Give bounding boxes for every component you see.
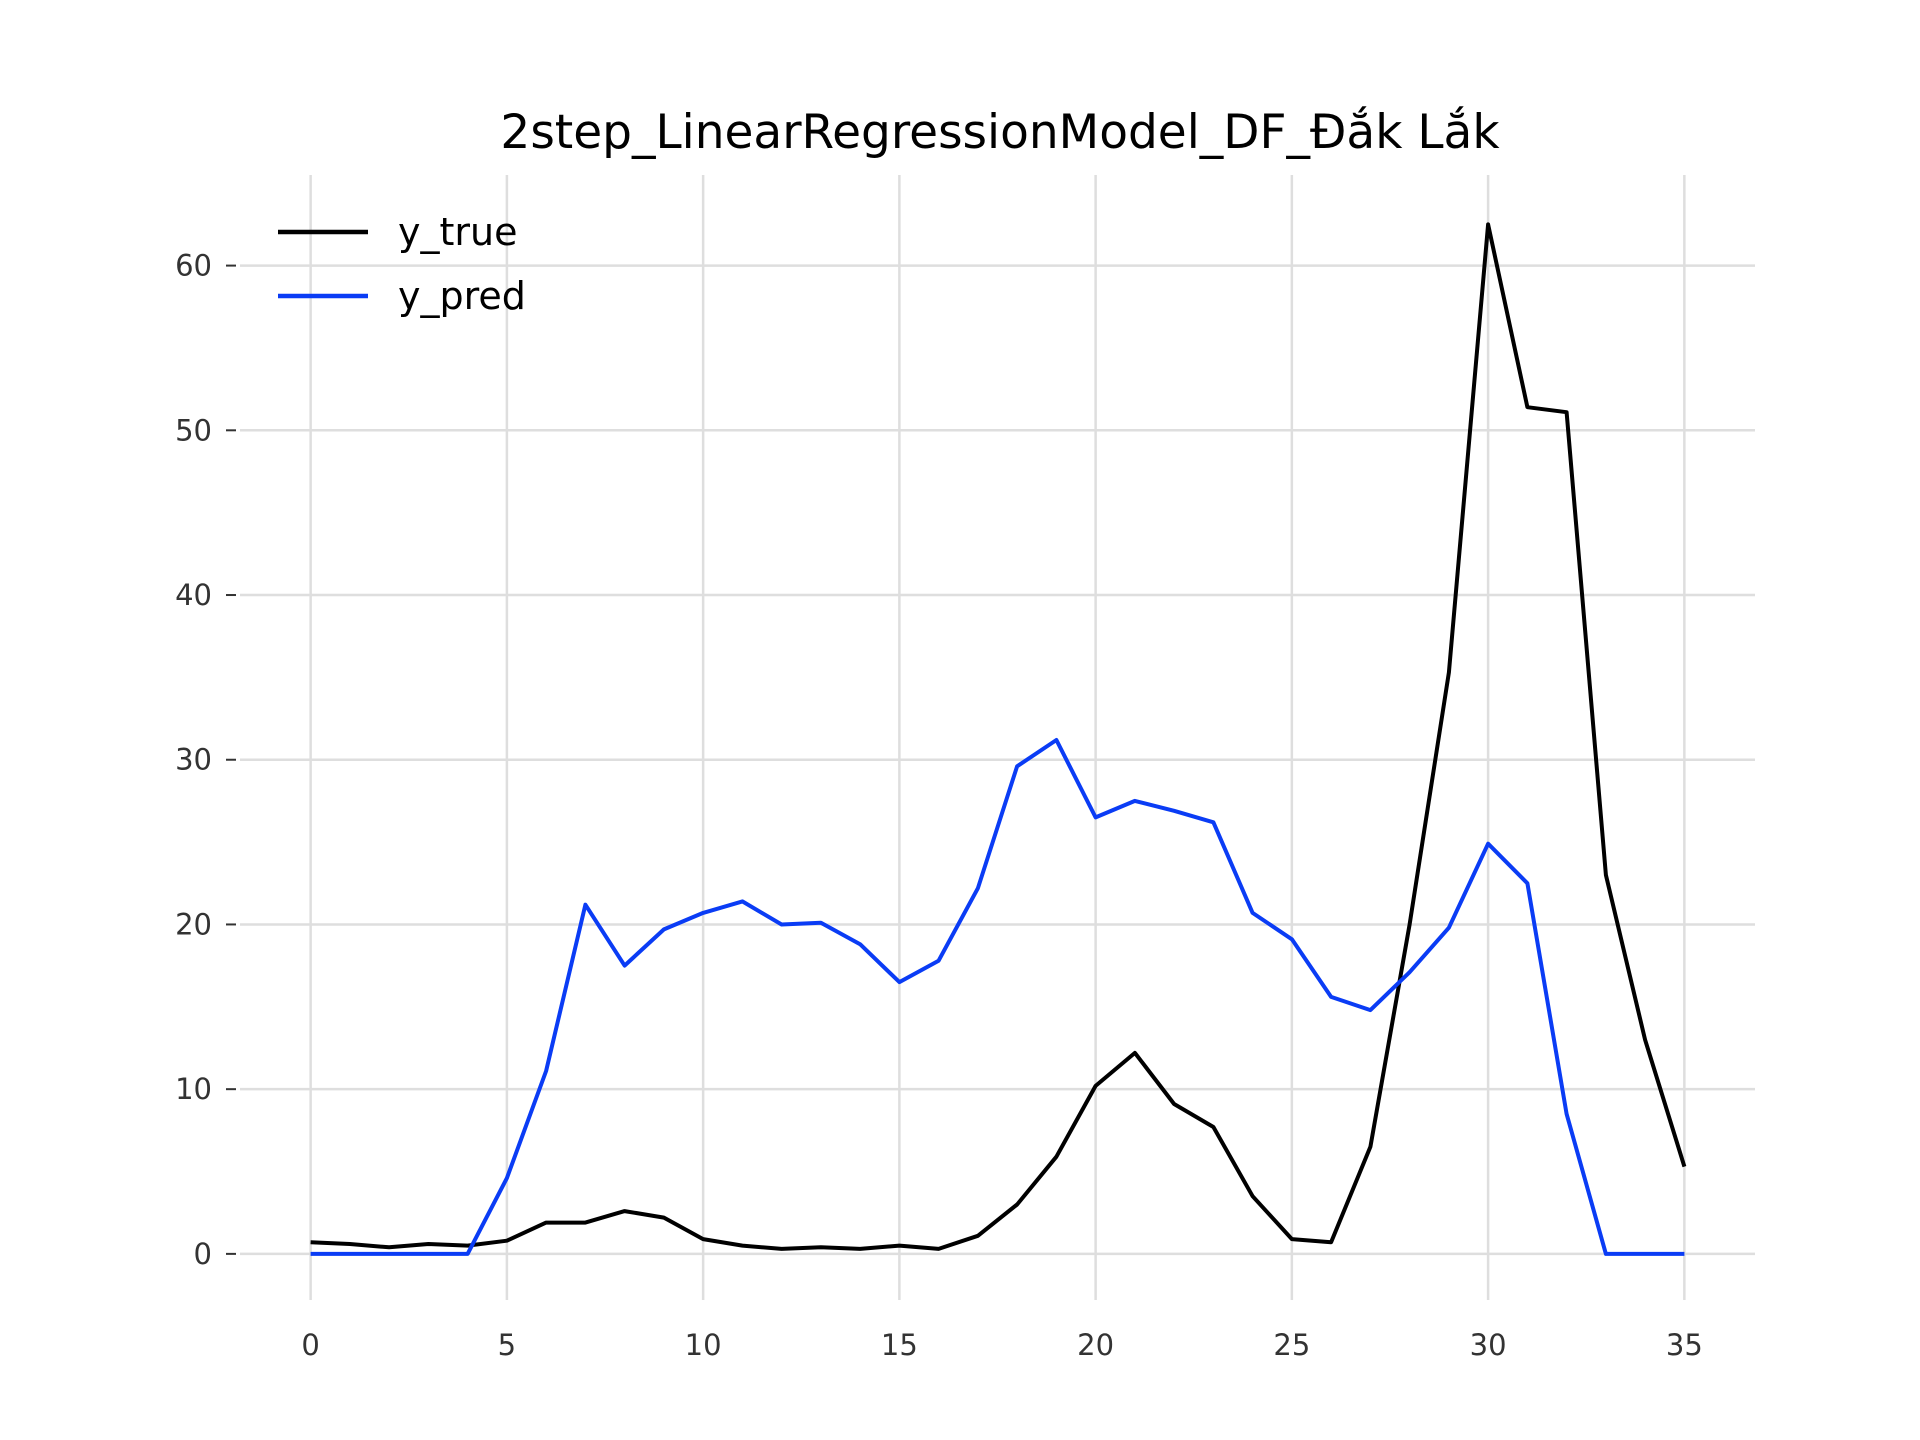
- series-line-y-pred: [310, 738, 1685, 1256]
- grid: [240, 175, 1755, 1300]
- y-tick-label: 60: [175, 249, 212, 283]
- x-tick-label: 20: [1077, 1328, 1114, 1362]
- series-line-y-true: [310, 222, 1687, 1251]
- x-tick-label: 10: [685, 1328, 722, 1362]
- chart-title: 2step_LinearRegressionModel_DF_Đắk Lắk: [500, 105, 1500, 160]
- y-tick-label: 0: [194, 1237, 212, 1271]
- legend: y_true y_pred: [278, 210, 526, 318]
- y-tick-label: 50: [175, 413, 212, 447]
- legend-label-y-true: y_true: [398, 210, 517, 254]
- legend-label-y-pred: y_pred: [398, 274, 526, 318]
- x-tick-label: 30: [1470, 1328, 1507, 1362]
- y-tick-label: 30: [175, 743, 212, 777]
- axis-ticks: 0 5 10 15 20 25 30 35 0 10 20 30 40 50 60: [175, 249, 1703, 1362]
- x-tick-label: 25: [1273, 1328, 1310, 1362]
- x-tick-label: 35: [1666, 1328, 1703, 1362]
- y-tick-label: 10: [175, 1072, 212, 1106]
- x-tick-label: 15: [881, 1328, 918, 1362]
- y-tick-label: 20: [175, 907, 212, 941]
- x-tick-label: 0: [301, 1328, 319, 1362]
- y-tick-label: 40: [175, 578, 212, 612]
- series-lines: [310, 222, 1687, 1256]
- x-tick-label: 5: [498, 1328, 516, 1362]
